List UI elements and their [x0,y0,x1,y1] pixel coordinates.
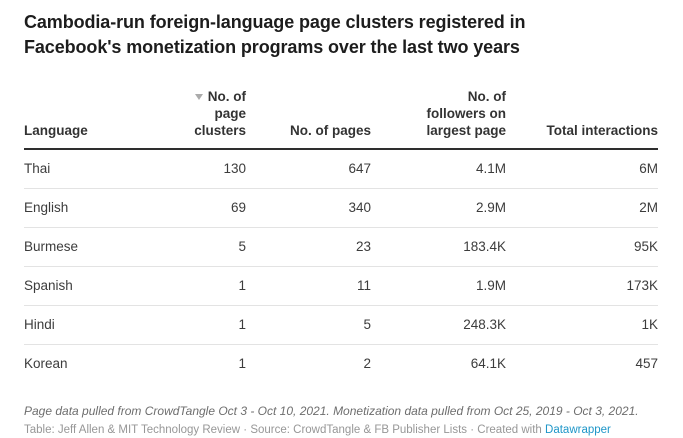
credits-separator: · [243,424,248,436]
clusters-cell: 69 [184,188,246,228]
pages-cell: 340 [246,188,371,228]
footnote: Page data pulled from CrowdTangle Oct 3 … [24,404,639,418]
pages-cell: 647 [246,149,371,189]
credits-byline: Table: Jeff Allen & MIT Technology Revie… [24,424,241,436]
language-cell: Korean [24,356,68,371]
table-header: Language No. of page clusters No. of pag… [24,88,658,150]
clusters-cell: 1 [184,305,246,345]
table-body: Thai 130 647 4.1M 6M English 69 340 2.9M… [24,149,658,383]
followers-cell: 4.1M [371,149,506,189]
pages-cell: 2 [363,356,371,371]
table-row-thai: Thai 130 647 4.1M 6M [24,149,658,189]
followers-cell: 2.9M [371,188,506,228]
language-cell: English [24,188,184,228]
credits-created-with: Created with [477,424,542,436]
interactions-cell: 457 [635,356,658,371]
column-header-followers[interactable]: No. of followers on largest page [371,88,506,150]
interactions-cell: 6M [506,149,658,189]
credits-separator: · [470,424,475,436]
table-row-korean: Korean 1 2 64.1K 457 [24,345,658,384]
table-header-row: Language No. of page clusters No. of pag… [24,88,658,150]
pages-cell: 23 [246,227,371,267]
followers-cell: 1.9M [371,266,506,306]
interactions-cell: 173K [506,266,658,306]
interactions-cell: 1K [506,305,658,345]
clusters-cell: 1 [184,266,246,306]
chart-title: Cambodia-run foreign-language page clust… [24,12,526,57]
datawrapper-link[interactable]: Datawrapper [545,424,611,436]
column-header-pages[interactable]: No. of pages [246,88,371,150]
column-header-language[interactable]: Language [24,88,184,150]
column-header-interactions[interactable]: Total interactions [506,88,658,150]
table-row-english: English 69 340 2.9M 2M [24,188,658,228]
followers-cell: 64.1K [470,356,506,371]
credits-source: Source: CrowdTangle & FB Publisher Lists [250,424,468,436]
followers-cell: 248.3K [371,305,506,345]
table-row-burmese: Burmese 5 23 183.4K 95K [24,227,658,267]
interactions-cell: 95K [506,227,658,267]
sort-desc-icon [194,94,203,100]
pages-cell: 11 [246,266,371,306]
clusters-cell: 5 [184,227,246,267]
clusters-cell: 130 [184,149,246,189]
clusters-cell: 1 [238,356,246,371]
interactions-cell: 2M [506,188,658,228]
language-cell: Spanish [24,266,184,306]
table-row-spanish: Spanish 1 11 1.9M 173K [24,266,658,306]
table-row-hindi: Hindi 1 5 248.3K 1K [24,305,658,345]
language-cell: Burmese [24,227,184,267]
credits-line: Table: Jeff Allen & MIT Technology Revie… [24,423,658,438]
pages-cell: 5 [246,305,371,345]
language-cell: Hindi [24,305,184,345]
data-table: Language No. of page clusters No. of pag… [24,88,658,383]
language-cell: Thai [24,149,184,189]
column-header-page-clusters[interactable]: No. of page clusters [184,88,246,150]
followers-cell: 183.4K [371,227,506,267]
column-header-page-clusters-label: No. of page clusters [194,89,246,138]
